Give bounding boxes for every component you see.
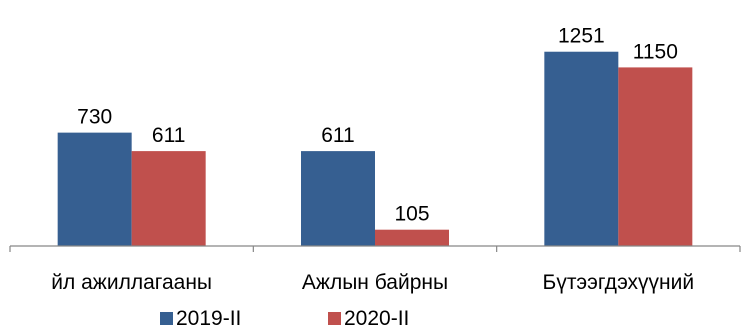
category-label: йл ажиллагааны [51,271,212,294]
bar-2020-II-0 [131,151,206,246]
bar-2020-II-2 [618,67,693,246]
legend-label: 2020-II [344,307,409,330]
data-label: 611 [152,124,185,147]
legend-label: 2019-II [176,307,241,330]
legend-swatch [160,312,173,325]
bar-2019-II-2 [544,51,619,247]
legend: 2019-II 2020-II [160,307,409,330]
bar-2019-II-0 [57,132,132,246]
data-label: 611 [321,124,354,147]
data-label: 730 [77,106,112,129]
category-labels-layer: йл ажиллагааны Ажлын байрны Бүтээгдэхүүний [51,271,694,294]
x-axis-ticks [9,246,741,252]
category-label: Бүтээгдэхүүний [543,271,695,294]
data-label: 1150 [633,40,678,63]
data-label: 1251 [558,25,605,48]
category-label: Ажлын байрны [302,271,448,294]
bar-2020-II-1 [375,229,449,246]
legend-swatch [328,312,341,325]
data-label: 105 [394,203,429,226]
bars-layer [57,51,693,247]
data-labels-layer: 730 611 611 105 1251 1150 [77,25,678,226]
bar-2019-II-1 [301,151,375,246]
